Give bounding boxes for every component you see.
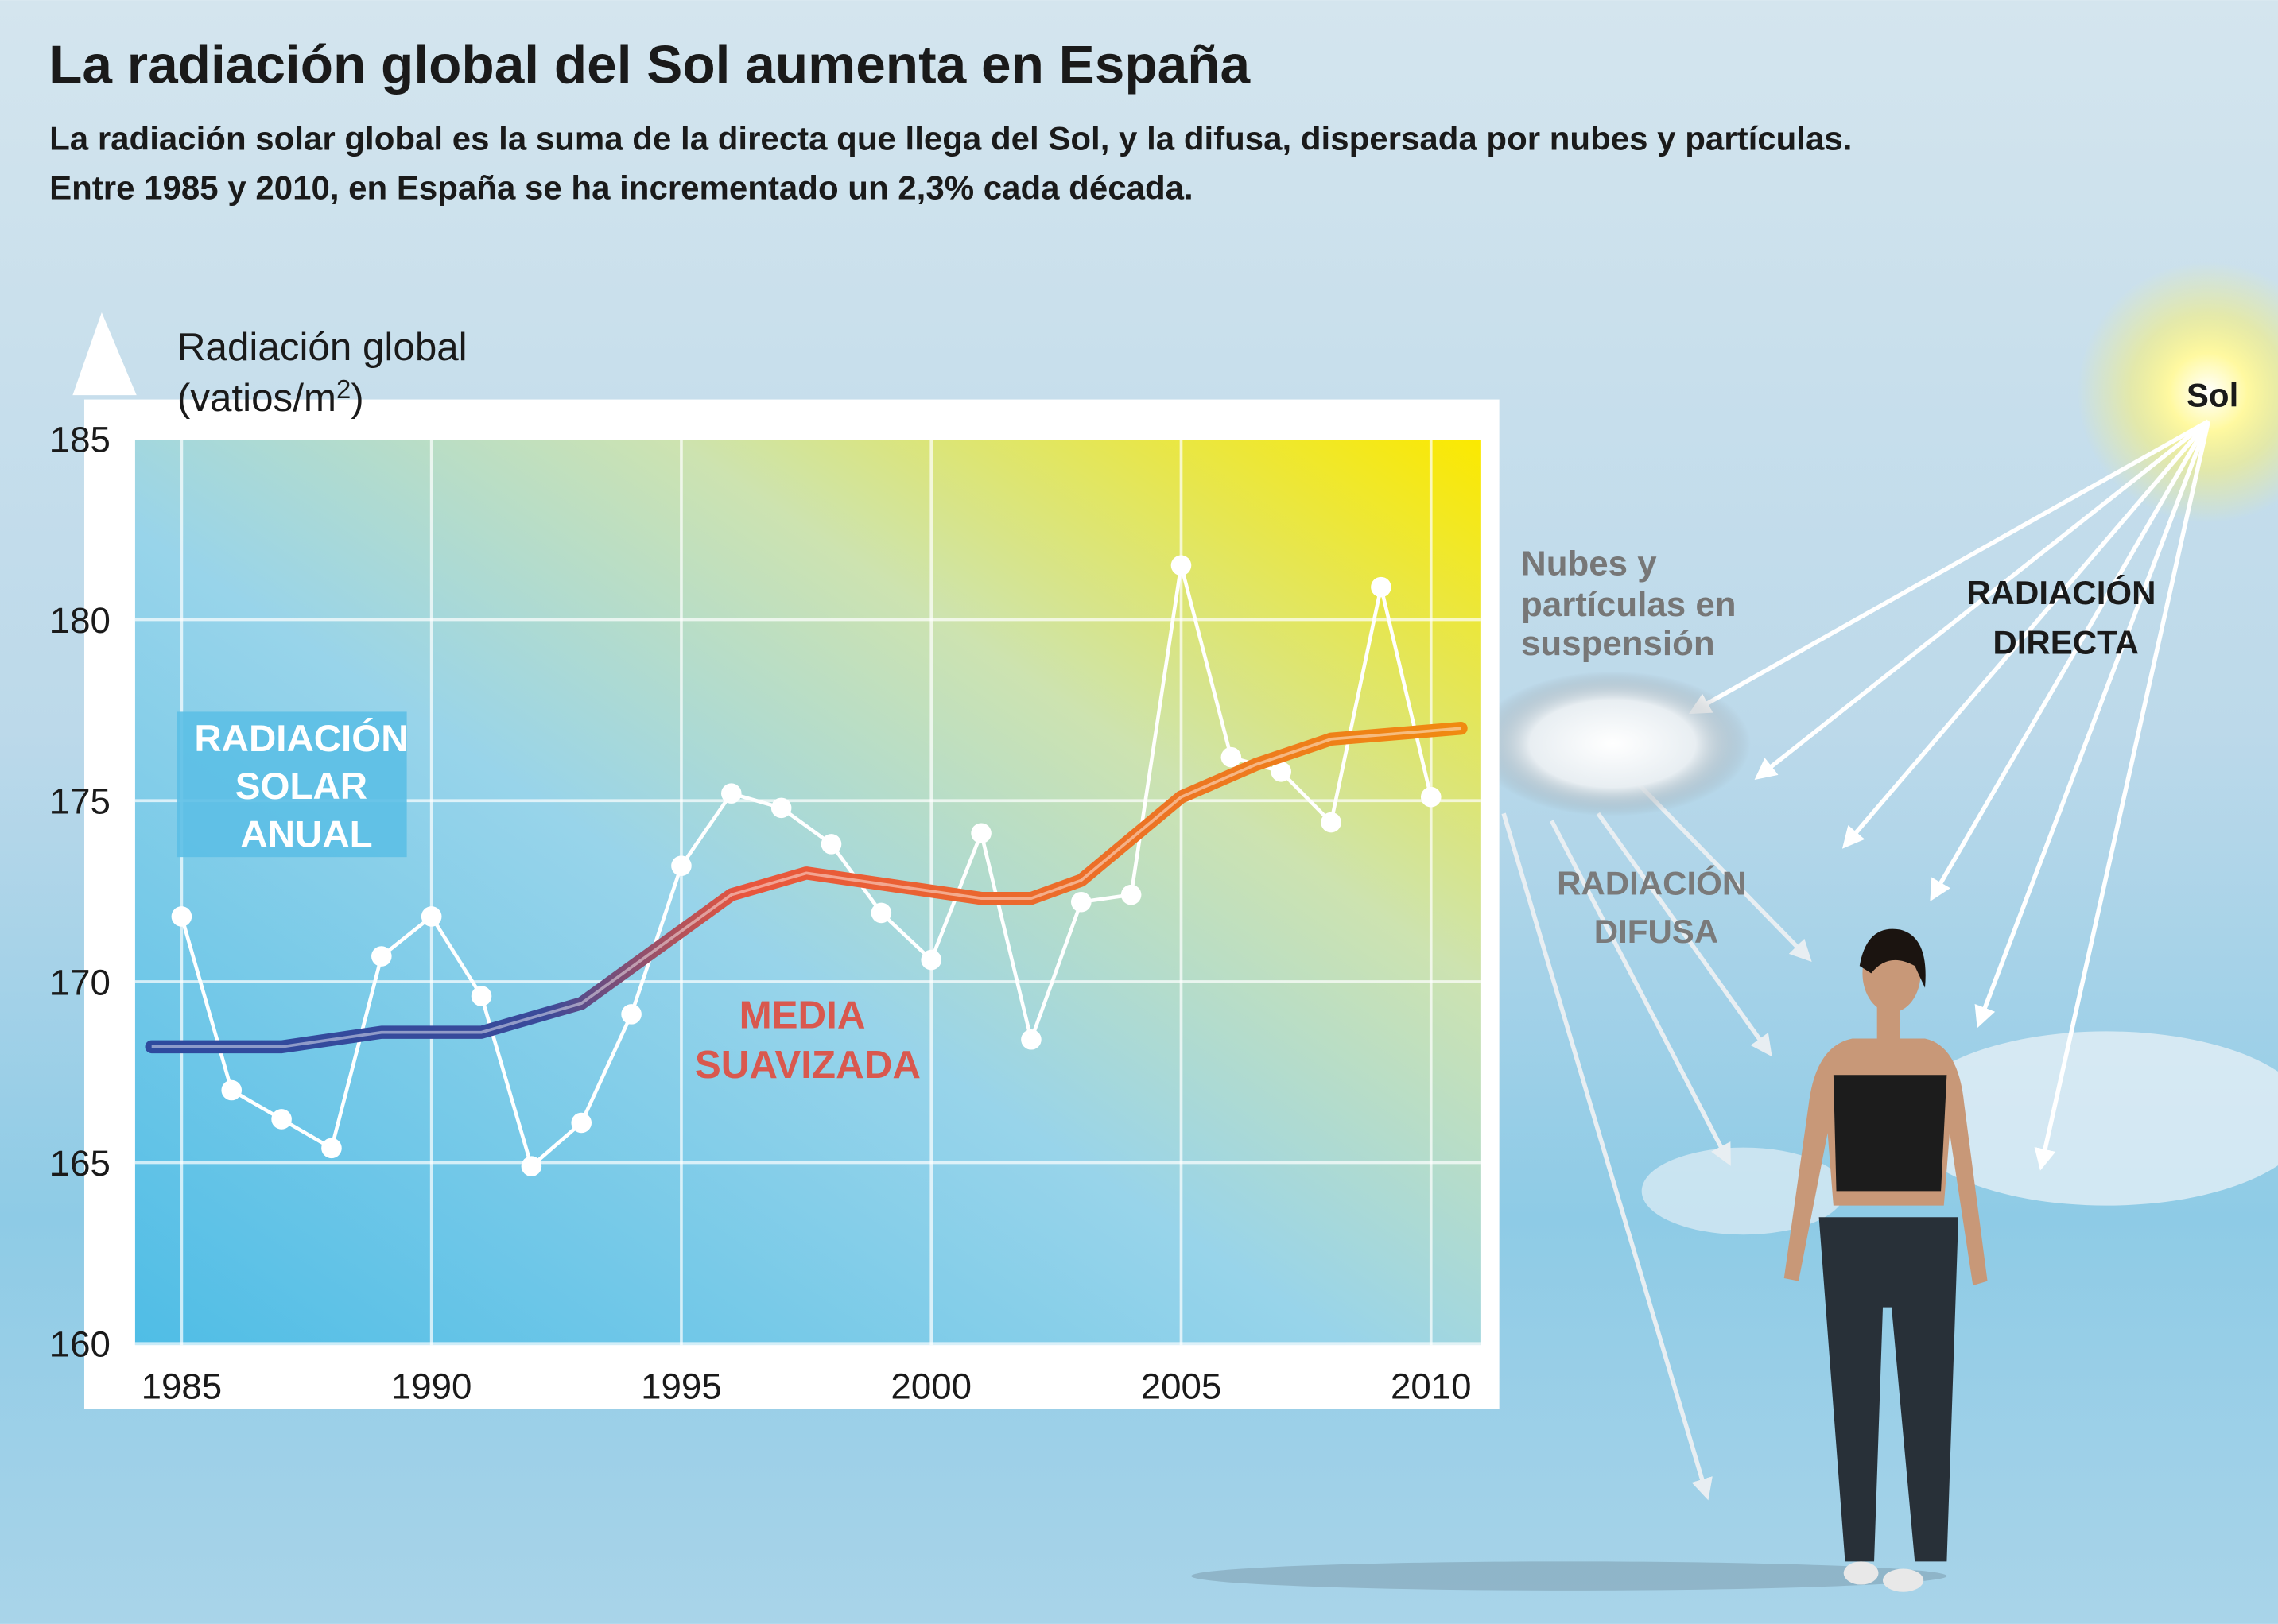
ray-arrow [2034, 421, 2210, 1171]
annual-label-backdrop [177, 711, 407, 858]
y-axis-label: Radiación global (vatios/m2) [177, 325, 478, 420]
annual-point [821, 834, 842, 855]
annual-point [770, 797, 792, 819]
y-tick-label: 185 [50, 419, 111, 459]
chart: 185 180 175 170 165 160 1985 1990 1995 2000 2005 2… [50, 312, 1500, 1409]
y-axis-label-line1: Radiación global [177, 325, 468, 369]
annual-point [1070, 891, 1092, 913]
direct-radiation-rays [1688, 419, 2210, 1171]
smoothed-label-line: SUAVIZADA [695, 1043, 921, 1087]
x-tick-label: 2000 [891, 1366, 972, 1407]
smoothed-label-line: MEDIA [739, 994, 866, 1037]
smoothed-series-label: MEDIA SUAVIZADA [695, 994, 921, 1087]
annual-point [1170, 555, 1192, 576]
ray-arrow [1754, 419, 2210, 781]
annual-line [180, 564, 1433, 1170]
subtitle-line-1: La radiación solar global es la suma de … [49, 119, 1852, 157]
y-axis-arrow [72, 312, 137, 396]
annual-point [1321, 812, 1341, 833]
annual-point [1120, 884, 1142, 905]
diffuse-label-line: DIFUSA [1594, 913, 1718, 950]
annual-point [1021, 1029, 1042, 1050]
ray-arrow [1596, 812, 1772, 1057]
y-axis-label-line2: (vatios/m [177, 376, 336, 420]
clouds-label: Nubes y partículas en suspensión [1521, 545, 1746, 663]
grid [134, 437, 1481, 1346]
ray-arrow [1549, 820, 1731, 1166]
x-tick-labels: 1985 1990 1995 2000 2005 2010 [142, 1366, 1472, 1407]
y-tick-label: 165 [50, 1143, 111, 1184]
ray-arrow [1688, 419, 2210, 715]
direct-radiation-label: RADIACIÓN DIRECTA [1966, 573, 2165, 661]
annual-series [171, 555, 1442, 1176]
cloud-icon [1474, 671, 1751, 816]
x-tick-label: 2010 [1391, 1366, 1472, 1407]
diffuse-radiation-rays [1501, 782, 1812, 1501]
x-tick-label: 2005 [1141, 1366, 1222, 1407]
annual-point [1220, 746, 1242, 768]
clouds-label-line: Nubes y [1521, 545, 1657, 583]
woman-figure [1783, 928, 1988, 1592]
annual-point [521, 1156, 542, 1176]
annual-point [671, 855, 692, 876]
ray-arrow [1974, 421, 2210, 1029]
direct-label-line: DIRECTA [1993, 623, 2139, 661]
y-tick-label: 180 [50, 600, 111, 641]
x-tick-label: 1995 [641, 1366, 722, 1407]
smoothed-series [145, 721, 1468, 1054]
annual-point [1271, 762, 1291, 782]
sun-label: Sol [2187, 377, 2238, 414]
ray-arrow [1930, 420, 2210, 902]
y-tick-label: 175 [50, 781, 111, 822]
ray-arrow [1637, 782, 1812, 962]
ray-arrow [1841, 420, 2210, 849]
diffuse-label-line: RADIACIÓN [1557, 864, 1746, 902]
annual-point [171, 906, 192, 927]
annual-label-line: SOLAR [235, 765, 367, 808]
x-tick-label: 1985 [142, 1366, 223, 1407]
annual-point [621, 1004, 642, 1025]
y-tick-label: 170 [50, 962, 111, 1002]
plot-area [134, 440, 1481, 1346]
annual-point [921, 949, 942, 971]
annual-point [271, 1109, 292, 1130]
ground-shadow [1191, 1561, 1947, 1591]
page-title: La radiación global del Sol aumenta en E… [49, 35, 1251, 95]
clouds-label-line: suspensión [1521, 624, 1715, 663]
y-axis-label-close: ) [351, 376, 363, 420]
annual-point [721, 783, 742, 804]
background-cloud [1903, 1031, 2278, 1206]
annual-point [421, 906, 442, 927]
x-tick-label: 1990 [391, 1366, 472, 1407]
sun-icon [2077, 262, 2278, 523]
clouds-label-line: partículas en [1521, 585, 1736, 624]
annual-point [1371, 576, 1391, 598]
y-axis-label-superscript: 2 [336, 374, 351, 404]
subtitle-line-2: Entre 1985 y 2010, en España se ha incre… [49, 169, 1193, 206]
annual-point [221, 1079, 243, 1101]
y-tick-label: 160 [50, 1324, 111, 1365]
smoothed-line-highlight [151, 727, 1461, 1048]
smoothed-line [145, 721, 1468, 1054]
diffuse-radiation-label: RADIACIÓN DIFUSA [1557, 864, 1756, 950]
ray-arrow [1501, 812, 1713, 1501]
direct-label-line: RADIACIÓN [1966, 573, 2156, 611]
annual-point [971, 823, 992, 844]
y-tick-labels: 185 180 175 170 165 160 [50, 419, 111, 1364]
annual-point [571, 1112, 592, 1134]
annual-point [471, 986, 492, 1006]
annual-point [871, 902, 892, 924]
annual-point [321, 1138, 342, 1159]
annual-point [1420, 786, 1442, 808]
annual-label-line: ANUAL [240, 813, 372, 855]
annual-series-label: RADIACIÓN SOLAR ANUAL [194, 716, 418, 856]
annual-point [371, 946, 392, 967]
annual-label-line: RADIACIÓN [194, 716, 408, 760]
